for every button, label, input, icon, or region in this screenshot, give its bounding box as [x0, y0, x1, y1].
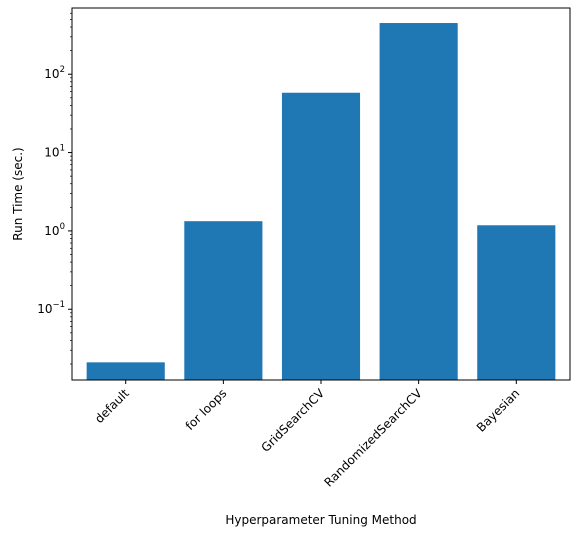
x-tick-label: default: [92, 386, 132, 426]
bar-randomizedsearchcv: [379, 23, 458, 381]
y-tick-label: 100: [44, 222, 65, 238]
bar-gridsearchcv: [281, 92, 361, 380]
y-axis-label: Run Time (sec.): [11, 147, 25, 240]
x-tick-label: Bayesian: [474, 386, 523, 435]
y-tick-label: 101: [44, 144, 65, 160]
x-tick-label: GridSearchCV: [259, 386, 328, 455]
bar-bayesian: [477, 225, 556, 380]
y-tick-label: 102: [44, 65, 65, 81]
bar-default: [86, 362, 165, 380]
x-tick-label: for loops: [183, 386, 230, 433]
x-axis-label: Hyperparameter Tuning Method: [225, 513, 416, 527]
plot-bars: [86, 23, 556, 381]
y-axis-ticks: 10−1 100 101 102: [37, 65, 72, 316]
x-tick-label: RandomizedSearchCV: [321, 386, 425, 490]
x-axis-ticks: default for loops GridSearchCVRandomizedSe…: [92, 380, 522, 490]
bar-for-loops: [184, 221, 263, 380]
y-tick-label: 10−1: [37, 300, 65, 316]
plot-frame: [71, 7, 571, 381]
